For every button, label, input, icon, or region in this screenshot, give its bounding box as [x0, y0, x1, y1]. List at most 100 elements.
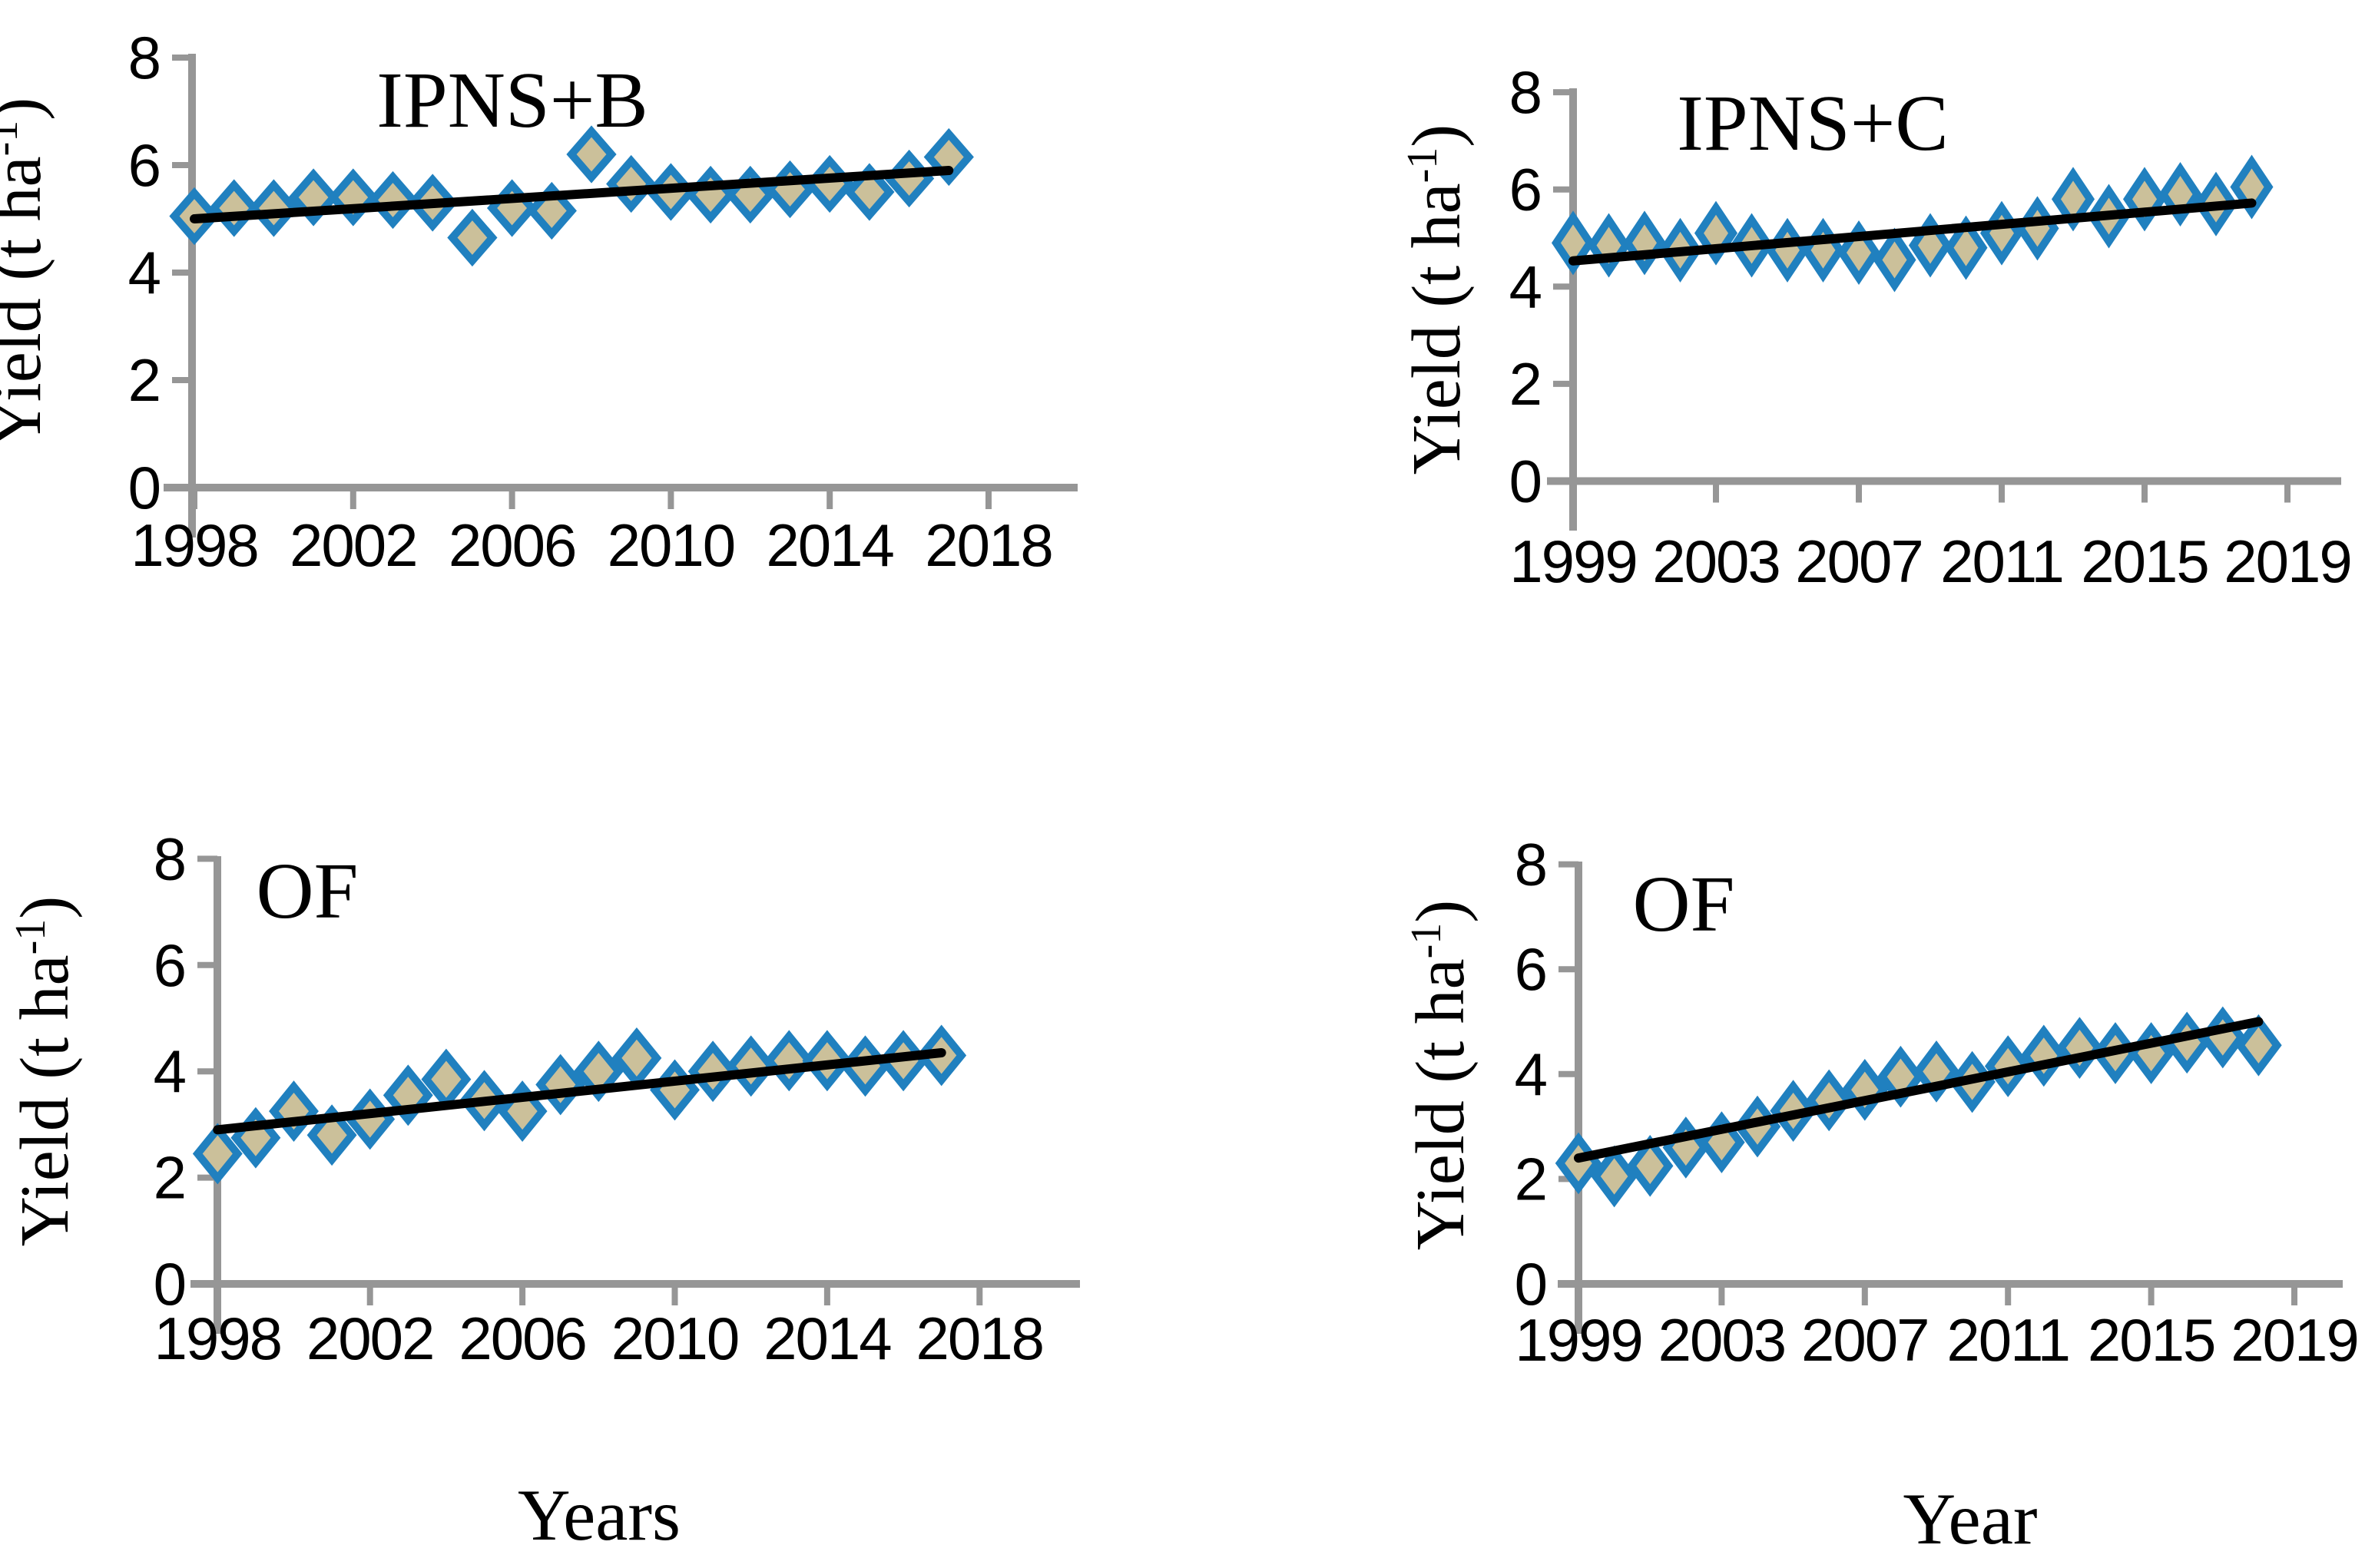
y-axis-title: Yield (t ha-1) — [0, 98, 55, 448]
x-tick-label: 2018 — [916, 1305, 1044, 1372]
data-point-marker — [421, 1048, 472, 1110]
x-tick-label: 2006 — [449, 511, 576, 579]
data-point-marker — [367, 170, 419, 230]
y-tick-label: 0 — [1515, 1250, 1546, 1318]
data-point-marker — [209, 179, 260, 237]
panel-title: IPNS+C — [1677, 79, 1948, 167]
x-tick-label: 2014 — [766, 511, 893, 579]
data-point-marker — [1805, 1069, 1853, 1132]
data-point-marker — [1984, 1035, 2032, 1097]
data-point-marker — [447, 208, 498, 267]
y-tick-label: 6 — [154, 931, 185, 999]
x-tick-label: 2015 — [2088, 1306, 2215, 1374]
x-axis-title: Year — [1903, 1478, 2037, 1560]
y-tick-label: 2 — [1509, 350, 1541, 418]
x-tick-label: 2018 — [925, 511, 1052, 579]
x-tick-label: 2010 — [611, 1305, 739, 1372]
data-point-marker — [1979, 200, 2024, 266]
data-point-marker — [486, 179, 538, 237]
data-point-marker — [192, 1123, 243, 1185]
data-point-marker — [611, 1027, 662, 1089]
x-tick-label: 2011 — [1946, 1306, 2069, 1374]
y-tick-label: 2 — [1515, 1145, 1546, 1212]
data-point-marker — [2016, 196, 2059, 261]
trend-line — [190, 166, 954, 223]
x-tick-label: 1998 — [154, 1305, 282, 1372]
trend-line — [213, 1047, 946, 1135]
x-tick-label: 1999 — [1515, 1306, 1642, 1374]
x-tick-label: 2014 — [764, 1305, 891, 1372]
y-tick-label: 8 — [128, 24, 160, 91]
data-point-marker — [566, 125, 617, 184]
data-point-marker — [883, 149, 935, 208]
data-point-marker — [606, 154, 657, 213]
panel-ipns-b: 1998 2002 2006 2010 2014 2018 0 2 4 6 8 IPNS+B Yield… — [0, 24, 1078, 579]
data-point-marker — [269, 1080, 319, 1143]
x-tick-label: 1999 — [1509, 528, 1637, 595]
y-tick-label: 8 — [154, 825, 185, 892]
y-tick-label: 4 — [1515, 1040, 1547, 1108]
y-tick-label: 6 — [1515, 935, 1546, 1003]
data-point-marker — [764, 1030, 814, 1092]
y-axis-title: Yield (t ha-1) — [1399, 124, 1475, 475]
data-point-marker — [764, 160, 816, 219]
y-axis-title: Yield (t ha-1) — [1403, 900, 1479, 1251]
x-tick-label: 2010 — [608, 511, 735, 579]
y-tick-label: 6 — [1509, 156, 1541, 223]
data-point-marker — [1626, 1134, 1674, 1197]
y-tick-label: 0 — [128, 454, 160, 521]
x-tick-label: 2002 — [306, 1305, 434, 1372]
panel-title: OF — [257, 847, 359, 935]
data-point-marker — [1913, 1040, 1960, 1103]
y-tick-label: 0 — [154, 1250, 185, 1318]
y-tick-label: 4 — [1509, 253, 1542, 320]
panel-of-left: 1998 2002 2006 2010 2014 2018 0 2 4 6 8 OF Yield (t … — [7, 825, 1080, 1556]
data-point-marker — [1944, 215, 1988, 280]
y-tick-label: 6 — [128, 131, 160, 199]
data-point-marker — [2199, 1006, 2247, 1069]
x-tick-label: 2019 — [2231, 1306, 2358, 1374]
x-tick-label: 1998 — [131, 511, 258, 579]
x-axis-title: Years — [518, 1474, 681, 1556]
data-point-marker — [1765, 217, 1810, 283]
x-tick-label: 2003 — [1652, 528, 1780, 595]
panel-of-right: 1999 2003 2007 2011 2015 2019 0 2 4 6 8 OF Yield (t … — [1403, 831, 2360, 1560]
data-point-marker — [2056, 1017, 2103, 1079]
data-point-marker — [687, 1040, 738, 1103]
panel-ipns-c: 1999 2003 2007 2011 2015 2019 0 2 4 6 8 IPNS+C Yield… — [1399, 58, 2353, 595]
data-point-marker — [1591, 1145, 1638, 1208]
x-tick-label: 2015 — [2081, 528, 2208, 595]
panel-title: OF — [1633, 860, 1735, 948]
data-point-marker — [2020, 1024, 2068, 1087]
y-tick-label: 0 — [1509, 448, 1541, 515]
x-tick-label: 2019 — [2224, 528, 2351, 595]
y-axis-title: Yield (t ha-1) — [7, 896, 83, 1247]
data-point-marker — [2235, 1014, 2282, 1077]
x-tick-label: 2007 — [1795, 528, 1923, 595]
data-point-marker — [726, 1035, 777, 1097]
y-tick-label: 2 — [128, 346, 160, 414]
y-tick-label: 8 — [1509, 58, 1541, 126]
data-point-marker — [1801, 217, 1845, 283]
x-tick-label: 2002 — [290, 511, 417, 579]
panel-title: IPNS+B — [376, 56, 648, 144]
y-tick-label: 4 — [128, 239, 161, 306]
data-point-marker — [2051, 167, 2095, 232]
x-tick-label: 2003 — [1658, 1306, 1786, 1374]
data-point-marker — [685, 165, 736, 224]
x-tick-label: 2007 — [1801, 1306, 1929, 1374]
data-point-marker — [1622, 210, 1667, 276]
trend-line — [1568, 198, 2257, 266]
y-tick-label: 4 — [154, 1037, 186, 1105]
data-point-marker — [248, 179, 300, 237]
y-tick-label: 2 — [154, 1144, 185, 1212]
data-point-marker — [535, 1054, 586, 1116]
data-point-marker — [1873, 227, 1916, 293]
trend-line — [1574, 1017, 2264, 1163]
data-point-marker — [804, 154, 855, 213]
y-tick-label: 8 — [1515, 831, 1546, 898]
x-tick-label: 2006 — [459, 1305, 586, 1372]
data-point-marker — [650, 1059, 700, 1121]
